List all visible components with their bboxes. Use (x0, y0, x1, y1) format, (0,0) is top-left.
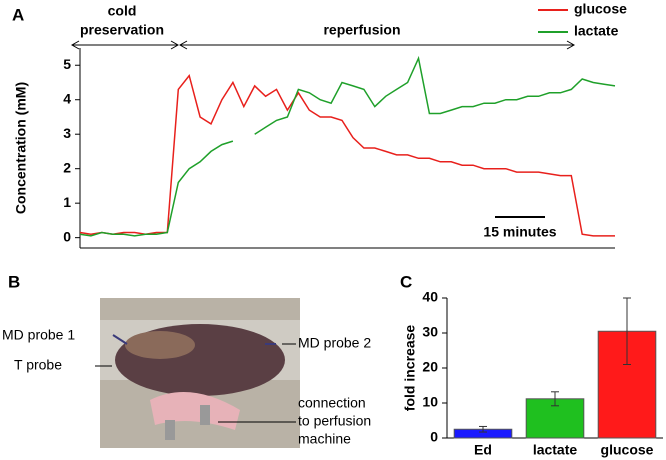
y-tick-label: 5 (63, 56, 71, 72)
y-tick-label: 2 (63, 159, 71, 175)
x-tick-label: lactate (533, 442, 578, 458)
photo-label: connection (298, 395, 366, 411)
annotation: cold (108, 3, 137, 19)
y-tick-label: 0 (63, 228, 71, 244)
kidney-highlight (125, 331, 195, 359)
connector (200, 405, 210, 425)
y-axis-label: Concentration (mM) (13, 82, 29, 214)
y-tick-label: 0 (430, 429, 438, 445)
photo (100, 298, 300, 448)
photo-annotations: MD probe 1 T probe MD probe 2 connection… (2, 327, 371, 447)
y-axis-label: fold increase (402, 325, 418, 412)
y-tick-label: 1 (63, 194, 71, 210)
panel-label: B (8, 272, 20, 291)
line-series (79, 73, 615, 237)
panel-label: A (12, 5, 24, 24)
photo-label: machine (298, 431, 351, 447)
annotation: 15 minutes (483, 224, 556, 240)
connector (165, 420, 175, 440)
probe-mark (112, 334, 128, 345)
x-tick-label: Ed (474, 442, 492, 458)
line-series (79, 55, 616, 237)
photo-label: MD probe 1 (2, 327, 75, 343)
arrow-head (170, 40, 180, 50)
y-tick-label: 20 (422, 359, 438, 375)
y-tick-label: 40 (422, 289, 438, 305)
annotation: reperfusion (323, 22, 400, 38)
x-tick-label: glucose (601, 442, 654, 458)
arrow-head (70, 40, 80, 50)
arrow-head (178, 40, 188, 50)
y-tick-label: 30 (422, 324, 438, 340)
annotation: preservation (80, 22, 164, 38)
photo-label: MD probe 2 (298, 335, 371, 351)
photo-label: T probe (14, 357, 62, 373)
arrow-head (566, 40, 576, 50)
y-tick-label: 10 (422, 394, 438, 410)
legend-label: lactate (574, 23, 619, 39)
y-tick-label: 3 (63, 125, 71, 141)
legend-label: glucose (574, 1, 627, 17)
photo-label: to perfusion (298, 413, 371, 429)
y-tick-label: 4 (63, 90, 71, 106)
panel-label: C (400, 272, 412, 291)
